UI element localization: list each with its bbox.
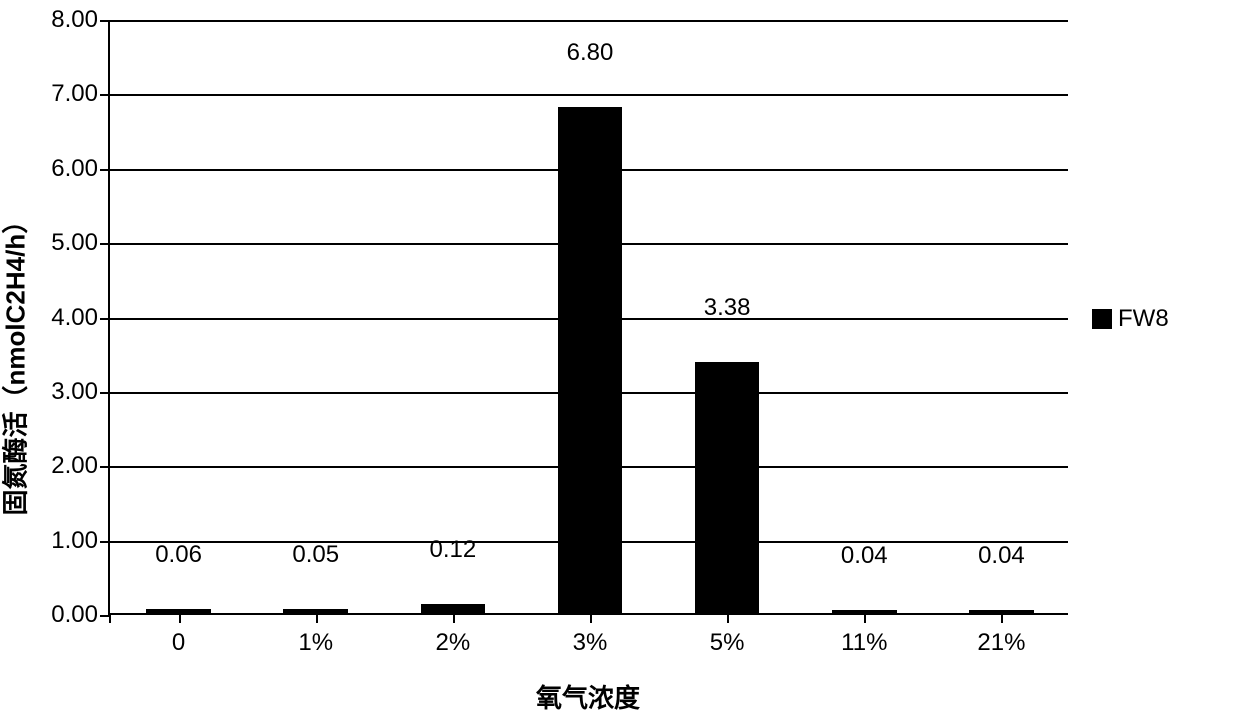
y-tick-label: 3.00 bbox=[51, 378, 110, 406]
y-tick-label: 5.00 bbox=[51, 229, 110, 257]
x-tick-label: 0 bbox=[172, 613, 185, 657]
y-tick-label: 6.00 bbox=[51, 155, 110, 183]
x-tick-label: 11% bbox=[841, 613, 887, 657]
bar-value-label: 0.05 bbox=[292, 541, 339, 575]
y-tick-label: 4.00 bbox=[51, 304, 110, 332]
bar-value-label: 3.38 bbox=[704, 294, 751, 328]
bar bbox=[421, 604, 485, 613]
bar bbox=[695, 362, 759, 613]
bar-value-label: 0.12 bbox=[429, 536, 476, 570]
bar-value-label: 6.80 bbox=[567, 39, 614, 73]
y-tick-label: 1.00 bbox=[51, 527, 110, 555]
legend-label: FW8 bbox=[1118, 305, 1169, 333]
legend: FW8 bbox=[1092, 305, 1169, 333]
x-tick-label: 5% bbox=[710, 613, 745, 657]
y-axis-title: 固氮酶活（nmolC2H4/h） bbox=[0, 349, 33, 377]
y-tick-label: 0.00 bbox=[51, 601, 110, 629]
x-tick-label: 3% bbox=[573, 613, 608, 657]
bar bbox=[558, 107, 622, 613]
bar-value-label: 0.04 bbox=[841, 542, 888, 576]
gridline bbox=[110, 20, 1068, 22]
x-tick-label: 1% bbox=[298, 613, 333, 657]
bar-chart: 固氮酶活（nmolC2H4/h） 0.001.002.003.004.005.0… bbox=[0, 0, 1240, 725]
bar-value-label: 0.06 bbox=[155, 541, 202, 575]
gridline bbox=[110, 94, 1068, 96]
y-tick-label: 8.00 bbox=[51, 6, 110, 34]
x-tick-mark bbox=[109, 613, 111, 623]
y-tick-label: 7.00 bbox=[51, 80, 110, 108]
x-axis-title: 氧气浓度 bbox=[108, 678, 1068, 715]
x-tick-label: 21% bbox=[977, 613, 1025, 657]
x-tick-label: 2% bbox=[436, 613, 471, 657]
legend-swatch bbox=[1092, 309, 1112, 329]
bar-value-label: 0.04 bbox=[978, 542, 1025, 576]
y-tick-label: 2.00 bbox=[51, 452, 110, 480]
plot-area: 0.001.002.003.004.005.006.007.008.000.06… bbox=[108, 20, 1068, 615]
